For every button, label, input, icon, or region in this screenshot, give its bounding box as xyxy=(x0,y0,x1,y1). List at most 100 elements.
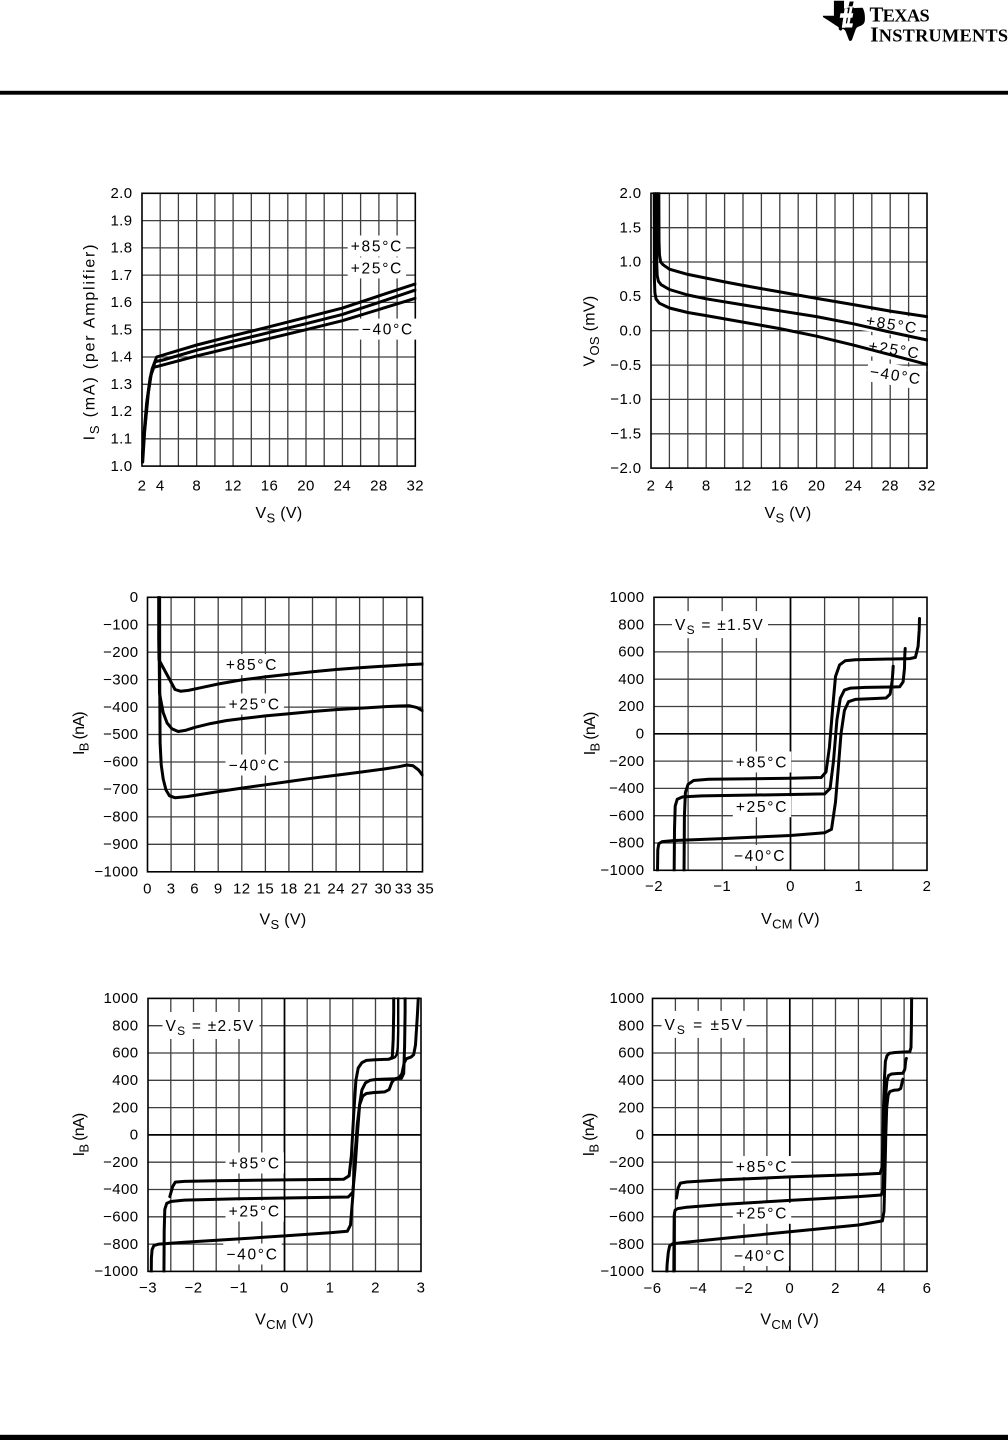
svg-text:−800: −800 xyxy=(609,1236,644,1253)
svg-text:8: 8 xyxy=(192,478,201,495)
svg-text:+25°C: +25°C xyxy=(229,696,281,713)
svg-text:600: 600 xyxy=(618,1045,644,1062)
svg-text:1.4: 1.4 xyxy=(110,349,132,366)
svg-text:35: 35 xyxy=(417,880,435,897)
svg-text:400: 400 xyxy=(618,1072,644,1089)
svg-text:VCM (V): VCM (V) xyxy=(761,911,820,931)
svg-text:−700: −700 xyxy=(103,781,138,798)
svg-text:1.2: 1.2 xyxy=(110,403,132,420)
svg-text:1: 1 xyxy=(854,878,863,895)
svg-text:0: 0 xyxy=(130,1127,139,1144)
svg-text:IB (nA): IB (nA) xyxy=(71,712,91,755)
svg-text:−1.5: −1.5 xyxy=(610,425,641,442)
svg-text:33: 33 xyxy=(395,880,413,897)
svg-text:12: 12 xyxy=(224,478,242,495)
svg-text:2.0: 2.0 xyxy=(110,185,132,202)
svg-text:1.1: 1.1 xyxy=(110,431,132,448)
svg-text:VS (V): VS (V) xyxy=(256,505,303,525)
svg-text:1.6: 1.6 xyxy=(110,294,132,311)
svg-text:1.3: 1.3 xyxy=(110,376,132,393)
svg-text:4: 4 xyxy=(877,1280,886,1297)
svg-text:+85°C: +85°C xyxy=(736,754,788,771)
svg-text:0: 0 xyxy=(280,1279,289,1296)
svg-text:−600: −600 xyxy=(609,1209,644,1226)
svg-text:2: 2 xyxy=(831,1280,840,1297)
svg-text:−100: −100 xyxy=(103,617,138,634)
svg-text:4: 4 xyxy=(665,478,674,495)
svg-text:28: 28 xyxy=(370,478,388,495)
svg-text:800: 800 xyxy=(618,616,644,633)
svg-text:−0.5: −0.5 xyxy=(610,357,641,374)
svg-text:6: 6 xyxy=(190,880,199,897)
svg-text:−500: −500 xyxy=(103,726,138,743)
svg-text:−600: −600 xyxy=(103,1209,138,1226)
svg-text:VS = ±5V: VS = ±5V xyxy=(665,1017,745,1037)
svg-text:+85°C: +85°C xyxy=(736,1159,788,1176)
svg-text:800: 800 xyxy=(618,1017,644,1034)
svg-text:1: 1 xyxy=(326,1279,335,1296)
svg-text:20: 20 xyxy=(297,478,315,495)
svg-text:−2.0: −2.0 xyxy=(610,460,641,477)
svg-text:+25°C: +25°C xyxy=(229,1203,281,1220)
svg-text:VS = ±2.5V: VS = ±2.5V xyxy=(166,1018,255,1038)
svg-text:−4: −4 xyxy=(689,1280,707,1297)
svg-text:400: 400 xyxy=(618,671,644,688)
svg-text:0: 0 xyxy=(786,878,795,895)
svg-text:0: 0 xyxy=(143,880,152,897)
svg-text:−2: −2 xyxy=(645,878,663,895)
svg-text:1000: 1000 xyxy=(610,990,645,1007)
svg-text:21: 21 xyxy=(304,880,322,897)
svg-text:+25°C: +25°C xyxy=(736,799,788,816)
svg-text:32: 32 xyxy=(407,478,425,495)
svg-text:800: 800 xyxy=(112,1017,138,1034)
svg-text:−2: −2 xyxy=(735,1280,753,1297)
svg-text:VCM (V): VCM (V) xyxy=(760,1312,819,1332)
svg-text:−1000: −1000 xyxy=(94,1263,138,1280)
svg-text:24: 24 xyxy=(334,478,352,495)
svg-text:+85°C: +85°C xyxy=(229,1155,281,1172)
svg-text:−800: −800 xyxy=(103,1236,138,1253)
svg-text:200: 200 xyxy=(618,698,644,715)
svg-text:16: 16 xyxy=(771,478,789,495)
svg-text:6: 6 xyxy=(923,1280,932,1297)
svg-text:2: 2 xyxy=(371,1279,380,1296)
svg-text:+25°C: +25°C xyxy=(736,1206,788,1223)
svg-text:18: 18 xyxy=(280,880,298,897)
svg-text:−200: −200 xyxy=(103,644,138,661)
svg-text:VCM (V): VCM (V) xyxy=(255,1312,314,1332)
svg-text:−1.0: −1.0 xyxy=(610,391,641,408)
svg-text:24: 24 xyxy=(845,478,863,495)
svg-text:−400: −400 xyxy=(609,780,644,797)
svg-text:−200: −200 xyxy=(609,753,644,770)
svg-text:−1000: −1000 xyxy=(94,864,138,881)
svg-text:3: 3 xyxy=(167,880,176,897)
svg-text:1000: 1000 xyxy=(104,990,139,1007)
svg-text:−40°C: −40°C xyxy=(226,1246,278,1263)
svg-text:27: 27 xyxy=(351,880,369,897)
svg-text:1.0: 1.0 xyxy=(110,458,132,475)
svg-text:IB (nA): IB (nA) xyxy=(581,1113,601,1156)
svg-text:16: 16 xyxy=(261,478,279,495)
svg-text:30: 30 xyxy=(374,880,392,897)
svg-text:2: 2 xyxy=(647,478,656,495)
svg-text:−400: −400 xyxy=(103,1181,138,1198)
svg-text:0.5: 0.5 xyxy=(619,288,641,305)
svg-text:28: 28 xyxy=(881,478,899,495)
svg-text:−300: −300 xyxy=(103,671,138,688)
svg-text:VOS (mV): VOS (mV) xyxy=(582,296,602,367)
svg-text:1.7: 1.7 xyxy=(110,267,132,284)
svg-text:400: 400 xyxy=(112,1072,138,1089)
svg-text:200: 200 xyxy=(618,1099,644,1116)
svg-text:4: 4 xyxy=(156,478,165,495)
svg-text:−900: −900 xyxy=(103,836,138,853)
svg-text:1.0: 1.0 xyxy=(619,254,641,271)
svg-text:−1000: −1000 xyxy=(600,862,644,879)
svg-text:0: 0 xyxy=(636,1127,645,1144)
svg-text:−40°C: −40°C xyxy=(734,848,786,865)
svg-text:IS (mA) (per Amplifier): IS (mA) (per Amplifier) xyxy=(82,243,102,441)
svg-text:−1: −1 xyxy=(230,1279,248,1296)
svg-text:−600: −600 xyxy=(103,754,138,771)
svg-text:9: 9 xyxy=(214,880,223,897)
svg-text:24: 24 xyxy=(327,880,345,897)
svg-text:1.5: 1.5 xyxy=(110,321,132,338)
